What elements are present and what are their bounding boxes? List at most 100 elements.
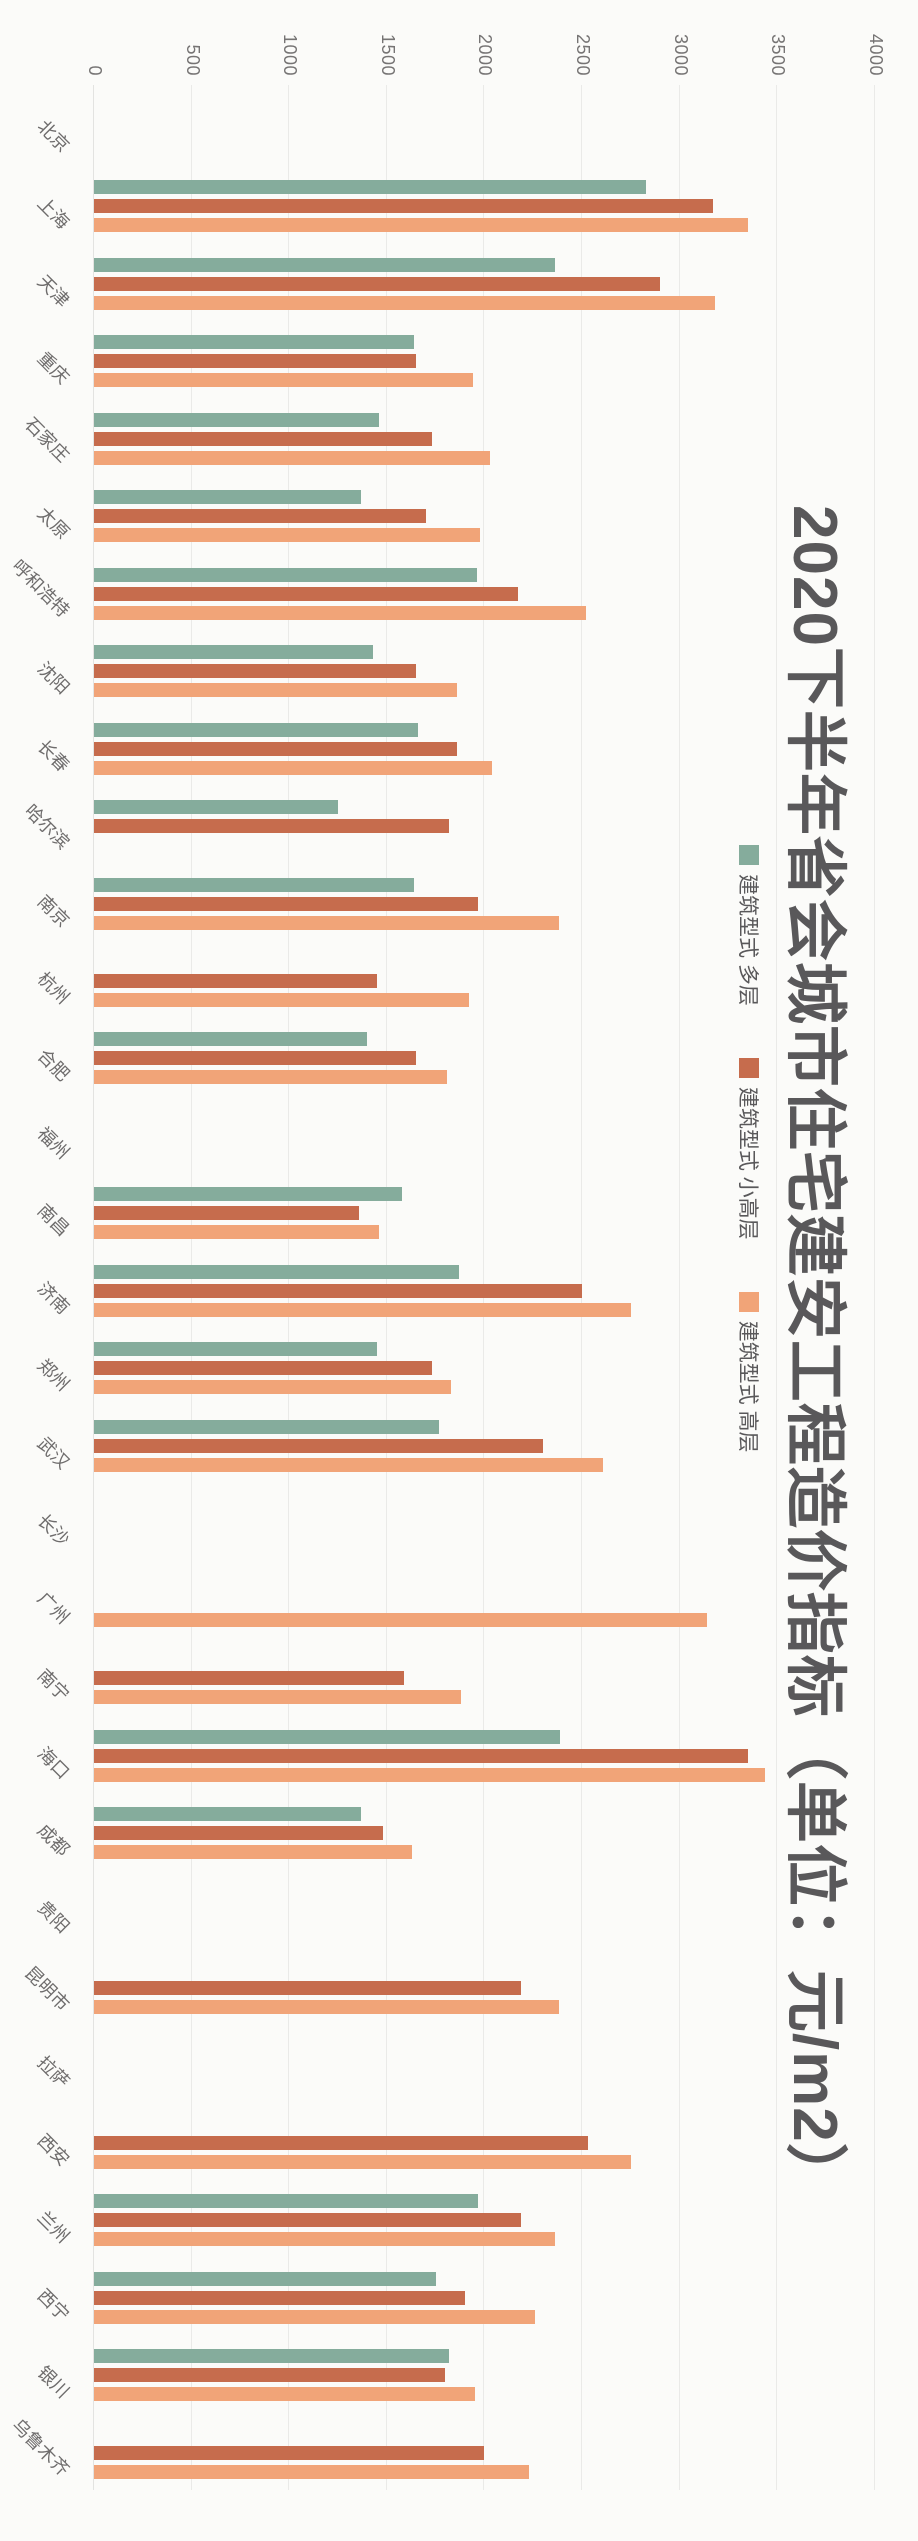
bar-gaoceng bbox=[94, 373, 473, 388]
value-axis-tick-label: 1500 bbox=[377, 33, 398, 76]
category-label: 郑州 bbox=[33, 1355, 74, 1396]
value-axis-tick-label: 4000 bbox=[865, 33, 886, 76]
category-label: 贵阳 bbox=[33, 1897, 74, 1938]
category-label: 太原 bbox=[33, 503, 74, 544]
bar-xiaogaoceng bbox=[94, 1283, 582, 1298]
legend-label-duoceng: 建筑型式 多层 bbox=[736, 874, 759, 1006]
category-label: 兰州 bbox=[33, 2207, 74, 2248]
bar-gaoceng bbox=[94, 605, 586, 620]
bar-gaoceng bbox=[94, 1844, 413, 1859]
bar-gaoceng bbox=[94, 1302, 631, 1317]
category-label: 福州 bbox=[33, 1123, 74, 1163]
bar-gaoceng bbox=[94, 218, 748, 233]
bar-xiaogaoceng bbox=[94, 199, 713, 214]
bar-duoceng bbox=[94, 1729, 561, 1744]
legend-swatch-xiaogaoceng bbox=[739, 1057, 759, 1078]
value-axis-tick-label: 3000 bbox=[670, 33, 691, 76]
bar-xiaogaoceng bbox=[94, 1671, 405, 1685]
bar-xiaogaoceng bbox=[94, 2135, 588, 2150]
bar-xiaogaoceng bbox=[94, 1051, 417, 1066]
category-label: 济南 bbox=[33, 1278, 74, 1318]
bar-xiaogaoceng bbox=[94, 1825, 383, 1840]
bar-xiaogaoceng bbox=[94, 2290, 465, 2305]
bar-xiaogaoceng bbox=[94, 354, 417, 369]
category-label: 银川 bbox=[33, 2362, 74, 2403]
category-label: 杭州 bbox=[33, 968, 74, 1008]
gridline bbox=[678, 85, 680, 2490]
legend-label-xiaogaoceng: 建筑型式 小高层 bbox=[736, 1086, 759, 1240]
bar-xiaogaoceng bbox=[94, 2213, 522, 2228]
category-label: 武汉 bbox=[33, 1433, 74, 1473]
category-label: 昆明市 bbox=[20, 1962, 74, 2015]
bar-gaoceng bbox=[94, 1999, 559, 2014]
category-label: 哈尔滨 bbox=[20, 800, 74, 854]
category-label: 乌鲁木齐 bbox=[8, 2414, 74, 2480]
bar-duoceng bbox=[94, 490, 362, 505]
category-label: 广州 bbox=[33, 1587, 74, 1628]
bar-xiaogaoceng bbox=[94, 2368, 446, 2383]
gridline bbox=[776, 85, 778, 2490]
bar-duoceng bbox=[94, 180, 647, 195]
bar-xiaogaoceng bbox=[94, 1748, 748, 1763]
bar-duoceng bbox=[94, 567, 477, 582]
bar-gaoceng bbox=[94, 760, 493, 775]
bar-xiaogaoceng bbox=[94, 896, 479, 911]
value-axis-tick-label: 3500 bbox=[768, 33, 789, 76]
value-axis-tick-label: 1000 bbox=[280, 33, 301, 76]
bar-gaoceng bbox=[94, 1380, 452, 1395]
bar-gaoceng bbox=[94, 2464, 530, 2479]
category-label: 沈阳 bbox=[33, 658, 74, 699]
category-label: 天津 bbox=[33, 271, 74, 311]
bar-xiaogaoceng bbox=[94, 1438, 543, 1453]
bar-gaoceng bbox=[94, 1767, 766, 1782]
bar-gaoceng bbox=[94, 1690, 461, 1704]
bar-duoceng bbox=[94, 1187, 403, 1202]
value-axis-tick-label: 0 bbox=[85, 65, 105, 76]
bar-duoceng bbox=[94, 1806, 362, 1821]
bar-duoceng bbox=[94, 412, 379, 427]
legend-swatch-gaoceng bbox=[739, 1291, 759, 1312]
value-axis-tick-label: 2000 bbox=[475, 33, 496, 76]
bar-xiaogaoceng bbox=[94, 1980, 522, 1995]
bar-duoceng bbox=[94, 2271, 436, 2286]
bar-gaoceng bbox=[94, 2154, 631, 2169]
bar-gaoceng bbox=[94, 993, 469, 1007]
bar-gaoceng bbox=[94, 2309, 536, 2324]
category-label: 石家庄 bbox=[20, 413, 74, 466]
category-label: 合肥 bbox=[33, 1045, 74, 1086]
bar-gaoceng bbox=[94, 1225, 379, 1240]
category-label: 长沙 bbox=[33, 1510, 74, 1551]
bar-xiaogaoceng bbox=[94, 974, 377, 988]
bar-xiaogaoceng bbox=[94, 664, 417, 679]
bar-duoceng bbox=[94, 1032, 368, 1047]
chart-legend: 建筑型式 多层 建筑型式 小高层 建筑型式 高层 bbox=[734, 845, 764, 1453]
bar-gaoceng bbox=[94, 450, 491, 465]
bar-gaoceng bbox=[94, 683, 458, 698]
bar-duoceng bbox=[94, 877, 415, 892]
bar-xiaogaoceng bbox=[94, 509, 426, 524]
category-label: 西宁 bbox=[33, 2284, 74, 2325]
legend-label-gaoceng: 建筑型式 高层 bbox=[736, 1320, 759, 1453]
legend-item-gaoceng: 建筑型式 高层 bbox=[734, 1291, 764, 1453]
bar-duoceng bbox=[94, 722, 418, 737]
bar-xiaogaoceng bbox=[94, 276, 661, 291]
bar-xiaogaoceng bbox=[94, 1361, 432, 1376]
bar-gaoceng bbox=[94, 1457, 604, 1472]
legend-item-duoceng: 建筑型式 多层 bbox=[734, 845, 764, 1006]
bar-duoceng bbox=[94, 1342, 377, 1357]
category-label: 呼和浩特 bbox=[8, 555, 74, 621]
category-label: 上海 bbox=[33, 193, 74, 234]
bar-duoceng bbox=[94, 1419, 440, 1434]
category-label: 北京 bbox=[33, 116, 74, 156]
category-label: 南京 bbox=[33, 890, 74, 931]
bar-gaoceng bbox=[94, 2387, 475, 2402]
bar-gaoceng bbox=[94, 915, 559, 930]
bar-gaoceng bbox=[94, 528, 481, 543]
chart-title: 2020下半年省会城市住宅建安工程造价指标（单位：元/m2） bbox=[780, 505, 849, 2206]
category-label: 南昌 bbox=[33, 1200, 74, 1241]
bar-duoceng bbox=[94, 800, 338, 815]
bar-gaoceng bbox=[94, 1612, 707, 1627]
legend-item-xiaogaoceng: 建筑型式 小高层 bbox=[734, 1057, 764, 1240]
